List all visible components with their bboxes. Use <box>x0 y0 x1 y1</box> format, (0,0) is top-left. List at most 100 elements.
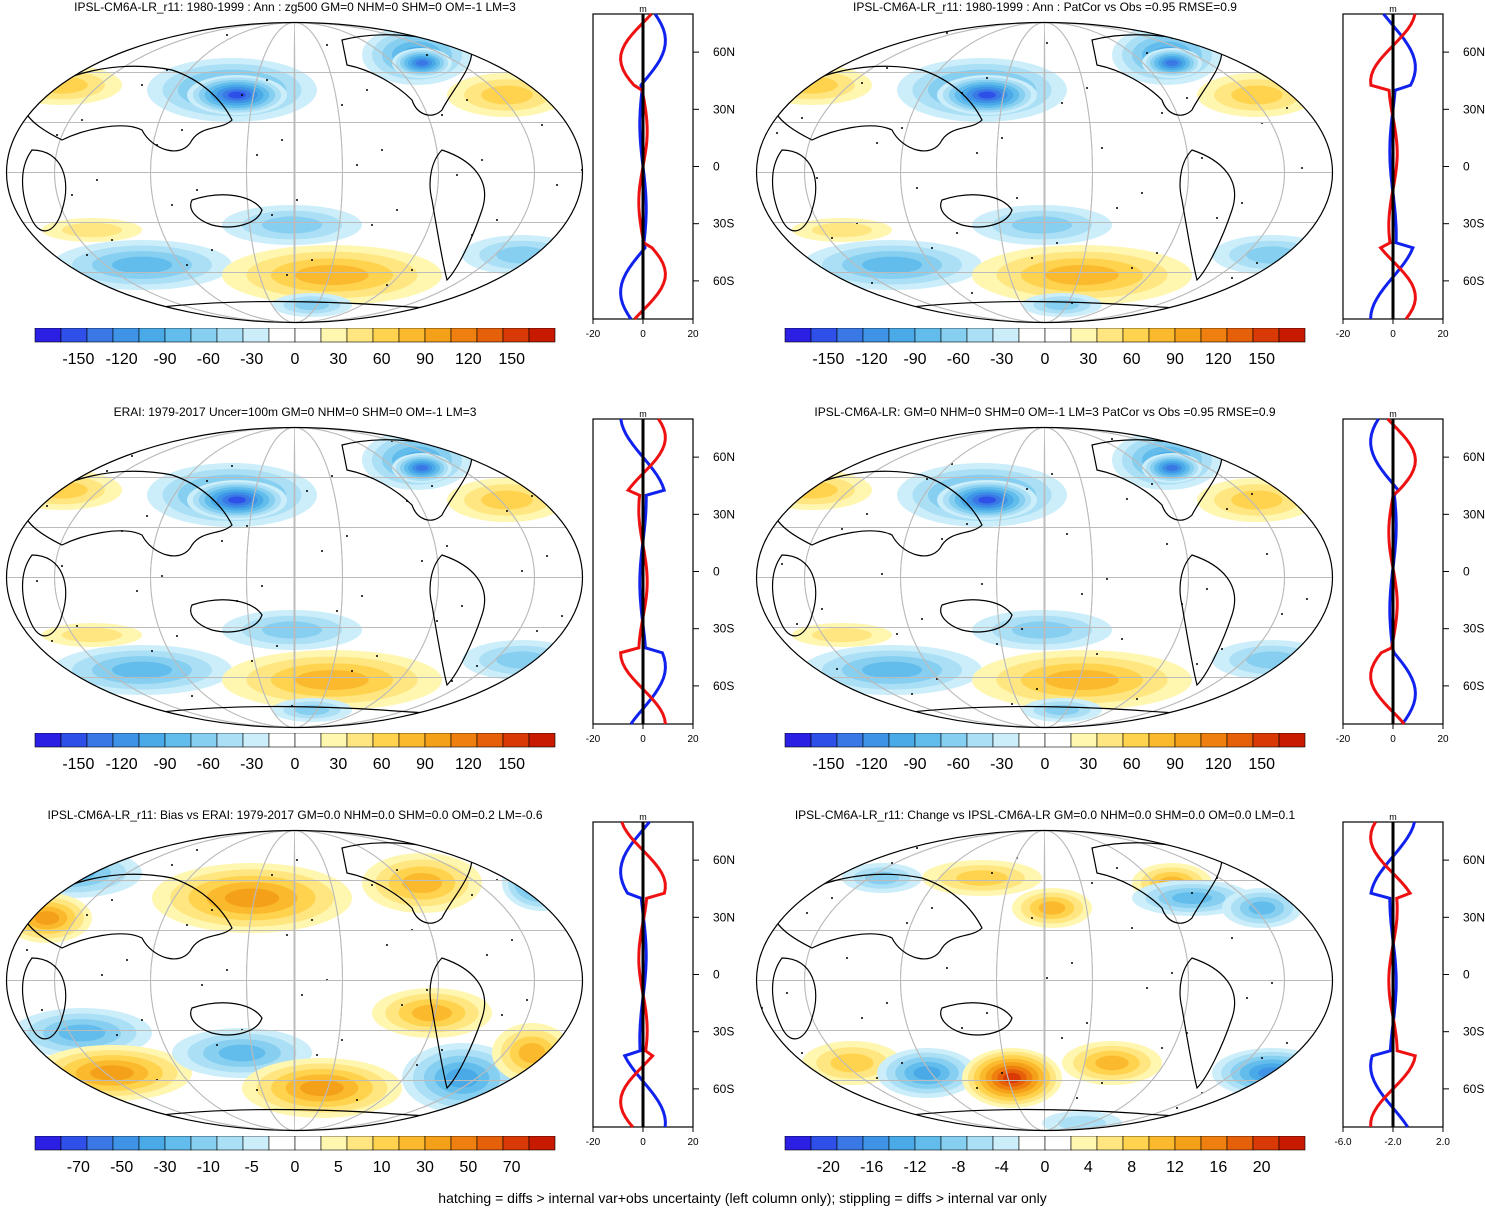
lat-tick-label: 60S <box>1463 1082 1484 1096</box>
stipple-dot <box>1236 708 1238 710</box>
stipple-dot <box>541 124 543 126</box>
anomaly-contour <box>262 216 322 234</box>
stipple-dot <box>1086 87 1088 89</box>
stipple-dot <box>201 984 203 986</box>
stipple-dot <box>351 670 353 672</box>
world-map <box>2 21 584 324</box>
stipple-dot <box>256 1089 258 1091</box>
colorbar-segment <box>914 1136 942 1151</box>
coastline <box>21 957 67 1040</box>
stipple-dot <box>76 625 78 627</box>
colorbar-tick-label: -12 <box>903 1159 926 1176</box>
stipple-dot <box>1131 267 1133 269</box>
anomaly-contour <box>228 91 246 99</box>
colorbar-tick-label: 90 <box>416 351 434 368</box>
stipple-dot <box>1121 638 1123 640</box>
colorbar-segment <box>1096 1136 1124 1151</box>
stipple-dot <box>136 590 138 592</box>
colorbar-segment <box>1044 328 1072 343</box>
colorbar-tick-label: 90 <box>1166 756 1184 773</box>
colorbar-segment <box>1174 1136 1202 1151</box>
stipple-dot <box>381 149 383 151</box>
stipple-dot <box>1161 112 1163 114</box>
stipple-dot <box>1256 262 1258 264</box>
anomaly-field <box>6 427 583 728</box>
stipple-dot <box>926 478 928 480</box>
stipple-dot <box>981 583 983 585</box>
stipple-dot <box>441 114 443 116</box>
lat-tick-label: 0 <box>1463 968 1470 982</box>
colorbar-tick-label: 0 <box>291 351 300 368</box>
stipple-dot <box>916 847 918 849</box>
anomaly-contour <box>496 246 548 264</box>
colorbar-segment <box>1278 733 1306 748</box>
stipple-dot <box>1111 438 1113 440</box>
stipple-dot <box>96 839 98 841</box>
stipple-dot <box>752 443 753 445</box>
stipple-dot <box>946 967 948 969</box>
stipple-dot <box>1266 553 1268 555</box>
stipple-dot <box>1186 97 1188 99</box>
zonal-mean-profile: m 60N 30N 0 30S 60S -6.0 -2.0 2.0 <box>1335 812 1485 1148</box>
stipple-dot <box>816 177 818 179</box>
profile-unit-label: m <box>1389 4 1397 14</box>
stipple-dot <box>426 54 428 56</box>
coastline <box>429 149 486 282</box>
colorbar-segment <box>992 328 1020 343</box>
stipple-dot <box>881 573 883 575</box>
anomaly-contour <box>913 1066 941 1080</box>
stipple-dot <box>1306 598 1308 600</box>
stipple-dot <box>86 914 88 916</box>
lat-tick-label: 30N <box>713 102 735 116</box>
coastline <box>21 65 233 152</box>
colorbar-segment <box>60 733 88 748</box>
stipple-dot <box>1211 448 1213 450</box>
stipple-dot <box>56 1069 58 1071</box>
stipple-dot <box>1011 703 1013 705</box>
stipple-dot <box>901 1062 903 1064</box>
colorbar-segment <box>34 328 62 343</box>
colorbar-segment <box>1122 733 1150 748</box>
stipple-dot <box>1271 982 1273 984</box>
stipple-dot <box>1216 217 1218 219</box>
colorbar-segment <box>320 733 348 748</box>
longitude-line <box>1043 427 1046 728</box>
stipple-dot <box>1286 1042 1288 1044</box>
anomaly-contour <box>58 1024 106 1042</box>
stipple-dot <box>1221 648 1223 650</box>
colorbar-segment <box>268 1136 296 1151</box>
colorbar-segment <box>502 733 530 748</box>
colorbar-segment <box>528 1136 556 1151</box>
map-border <box>755 426 1334 729</box>
stipple-dot <box>126 299 128 301</box>
colorbar-segment <box>836 733 864 748</box>
colorbar-segment <box>966 733 994 748</box>
stipple-dot <box>971 292 973 294</box>
world-map <box>752 426 1334 729</box>
coastline <box>1179 149 1236 282</box>
stipple-dot <box>341 104 343 106</box>
map-panel-5: IPSL-CM6A-LR_r11: Bias vs ERAI: 1979-201… <box>0 808 740 1213</box>
stipple-dot <box>456 1109 458 1111</box>
colorbar-tick-label: 30 <box>1079 756 1097 773</box>
stipple-dot <box>811 683 813 685</box>
panel-title: IPSL-CM6A-LR_r11: 1980-1999 : Ann : zg50… <box>74 0 516 14</box>
stipple-dot <box>1071 962 1073 964</box>
stipple-dot <box>91 685 93 687</box>
colorbar-segment <box>862 328 890 343</box>
stipple-dot <box>131 455 133 457</box>
colorbar-tick-label: 120 <box>455 756 482 773</box>
stipple-dot <box>261 585 263 587</box>
colorbar: -150 -120 -90 -60 -30 0 30 60 90 120 150 <box>34 328 556 368</box>
stipple-dot <box>921 618 923 620</box>
profile-unit-label: m <box>639 4 647 14</box>
lat-tick-label: 60N <box>713 450 735 464</box>
anomaly-contour <box>1045 265 1119 285</box>
colorbar-segment <box>914 328 942 343</box>
stipple-dot <box>501 1014 503 1016</box>
stipple-dot <box>2 29 3 31</box>
stipple-dot <box>1136 698 1138 700</box>
stipple-dot <box>1046 977 1048 979</box>
colorbar-segment <box>346 733 374 748</box>
stipple-dot <box>841 528 843 530</box>
